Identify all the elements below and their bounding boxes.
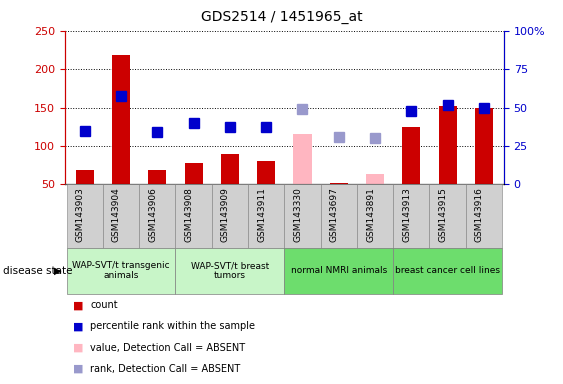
Bar <box>393 248 502 294</box>
Bar <box>176 184 212 248</box>
Bar <box>212 184 248 248</box>
Bar <box>439 106 457 184</box>
Text: ■: ■ <box>73 300 84 310</box>
Bar <box>330 183 348 184</box>
Text: GSM143903: GSM143903 <box>75 187 84 242</box>
Bar <box>139 184 176 248</box>
Text: GSM143908: GSM143908 <box>185 187 194 242</box>
Text: normal NMRI animals: normal NMRI animals <box>291 266 387 275</box>
Bar <box>284 248 393 294</box>
Bar <box>176 248 284 294</box>
Text: GSM143913: GSM143913 <box>403 187 412 242</box>
Text: GSM143916: GSM143916 <box>475 187 484 242</box>
Bar <box>293 134 311 184</box>
Text: ■: ■ <box>73 321 84 331</box>
Text: GSM143915: GSM143915 <box>439 187 448 242</box>
Bar <box>403 127 421 184</box>
Text: ■: ■ <box>73 343 84 353</box>
Bar <box>148 170 166 184</box>
Text: WAP-SVT/t breast
tumors: WAP-SVT/t breast tumors <box>191 261 269 280</box>
Bar <box>320 184 357 248</box>
Bar <box>221 154 239 184</box>
Bar <box>103 184 139 248</box>
Text: value, Detection Call = ABSENT: value, Detection Call = ABSENT <box>90 343 245 353</box>
Bar <box>75 170 94 184</box>
Bar <box>185 163 203 184</box>
Bar <box>430 184 466 248</box>
Text: GSM143904: GSM143904 <box>112 187 121 242</box>
Text: GSM143909: GSM143909 <box>221 187 230 242</box>
Bar <box>284 184 320 248</box>
Text: ▶: ▶ <box>55 266 62 276</box>
Bar <box>66 248 176 294</box>
Text: GSM143697: GSM143697 <box>330 187 339 242</box>
Bar <box>112 55 130 184</box>
Bar <box>357 184 393 248</box>
Text: disease state: disease state <box>3 266 72 276</box>
Text: GSM143911: GSM143911 <box>257 187 266 242</box>
Text: count: count <box>90 300 118 310</box>
Bar <box>475 108 493 184</box>
Bar <box>466 184 502 248</box>
Text: WAP-SVT/t transgenic
animals: WAP-SVT/t transgenic animals <box>72 261 170 280</box>
Text: GSM143330: GSM143330 <box>293 187 302 242</box>
Text: ■: ■ <box>73 364 84 374</box>
Text: rank, Detection Call = ABSENT: rank, Detection Call = ABSENT <box>90 364 240 374</box>
Text: GDS2514 / 1451965_at: GDS2514 / 1451965_at <box>200 10 363 23</box>
Text: GSM143891: GSM143891 <box>366 187 375 242</box>
Text: breast cancer cell lines: breast cancer cell lines <box>395 266 500 275</box>
Bar <box>257 161 275 184</box>
Text: GSM143906: GSM143906 <box>148 187 157 242</box>
Bar <box>66 184 103 248</box>
Text: percentile rank within the sample: percentile rank within the sample <box>90 321 255 331</box>
Bar <box>366 174 384 184</box>
Bar <box>393 184 430 248</box>
Bar <box>248 184 284 248</box>
